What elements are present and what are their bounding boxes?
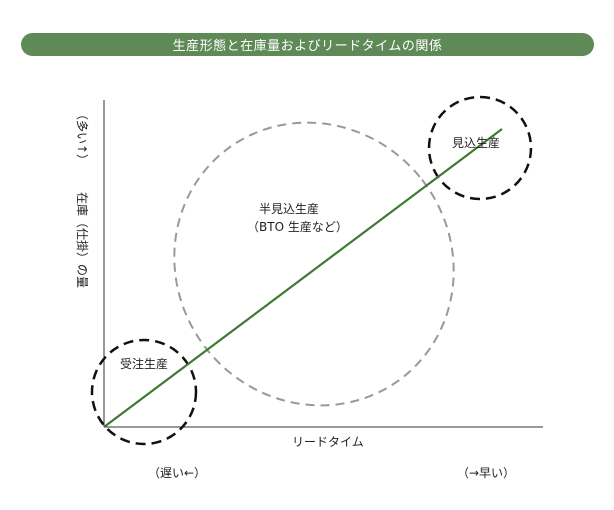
make-to-stock-label: 見込生産 [452, 135, 500, 150]
make-to-order-region [90, 338, 198, 446]
x-axis-left-label: （遅い←） [148, 466, 206, 480]
y-axis-label: 在庫（仕掛）の量 [75, 192, 90, 288]
diagram-title: 生産形態と在庫量およびリードタイムの関係 [172, 39, 443, 54]
make-to-order-label: 受注生産 [120, 356, 168, 371]
x-axis-right-label: （→早い） [457, 466, 515, 480]
y-axis-high-label: （多い↑） [75, 108, 89, 166]
title-banner: 生産形態と在庫量およびリードタイムの関係 [21, 33, 594, 56]
semi-make-to-stock-label-line2: （BTO 生産など） [247, 219, 348, 234]
semi-make-to-stock-region [173, 121, 455, 407]
x-axis-label: リードタイム [292, 435, 364, 449]
trend-line [103, 128, 503, 428]
semi-make-to-stock-label-line1: 半見込生産 [259, 201, 319, 216]
make-to-stock-region [427, 95, 533, 201]
